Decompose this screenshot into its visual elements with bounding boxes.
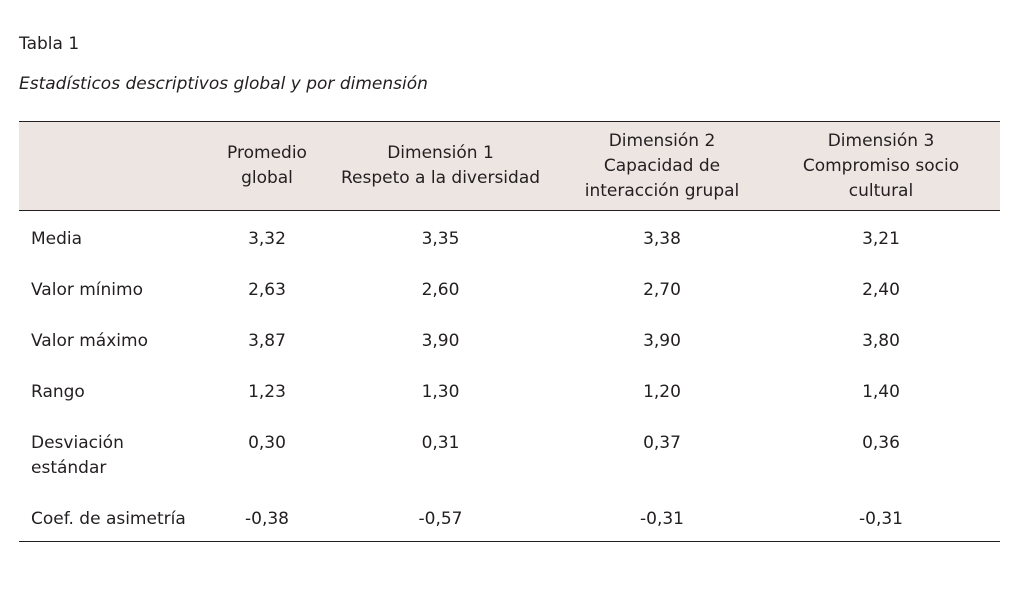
table-cell: 2,70	[643, 280, 681, 300]
table-cell: 2,63	[248, 280, 286, 300]
row-label: Valor máximo	[31, 331, 148, 351]
table-cell: 2,40	[862, 280, 900, 300]
table-cell: -0,31	[762, 491, 1000, 542]
table-cell: 3,87	[248, 331, 286, 351]
descriptive-statistics-table: Promedio global Dimensión 1 Respeto a la…	[19, 121, 1000, 542]
table-label: Tabla 1	[19, 34, 80, 54]
table-row-valor-maximo: Valor máximo 3,87 3,90 3,90 3,80	[19, 313, 1000, 364]
table-cell: 0,37	[643, 433, 681, 453]
table-cell: 3,35	[421, 229, 460, 249]
table-cell: 0,30	[248, 433, 286, 453]
table-cell: 1,20	[643, 382, 681, 402]
table-cell: 3,21	[862, 229, 900, 249]
table-caption: Estadísticos descriptivos global y por d…	[19, 74, 428, 94]
header-cell-dimension-2: Dimensión 2 Capacidad de interacción gru…	[562, 121, 762, 211]
table-cell: 3,90	[643, 331, 681, 351]
row-label: Rango	[31, 382, 85, 402]
header-cell-row-labels	[19, 121, 215, 211]
table-cell: 2,60	[421, 280, 460, 300]
header-cell-promedio-global: Promedio global	[215, 121, 319, 211]
row-label: Media	[31, 229, 83, 249]
table-cell: 0,36	[862, 433, 900, 453]
row-label: Coef. de asimetría	[19, 491, 215, 542]
table-cell: 0,31	[421, 433, 460, 453]
header-row: Promedio global Dimensión 1 Respeto a la…	[19, 121, 1000, 211]
table-row-coef-asimetria: Coef. de asimetría -0,38 -0,57 -0,31 -0,…	[19, 491, 1000, 542]
header-cell-dimension-1: Dimensión 1 Respeto a la diversidad	[319, 121, 562, 211]
table-row-media: Media 3,32 3,35 3,38 3,21	[19, 211, 1000, 263]
table-cell: 3,90	[421, 331, 460, 351]
table-cell: 1,23	[248, 382, 286, 402]
table-cell: -0,57	[319, 491, 562, 542]
table-cell: -0,38	[215, 491, 319, 542]
table-cell: 1,40	[862, 382, 900, 402]
row-label: Valor mínimo	[31, 280, 143, 300]
table-row-rango: Rango 1,23 1,30 1,20 1,40	[19, 364, 1000, 415]
header-cell-dimension-3: Dimensión 3 Compromiso socio cultural	[762, 121, 1000, 211]
table-row-desviacion-estandar: Desviación estándar 0,30 0,31 0,37 0,36	[19, 415, 1000, 491]
table-cell: 3,80	[862, 331, 900, 351]
table-cell: -0,31	[562, 491, 762, 542]
row-label: Desviación estándar	[31, 433, 124, 478]
table-row-valor-minimo: Valor mínimo 2,63 2,60 2,70 2,40	[19, 262, 1000, 313]
table-cell: 1,30	[421, 382, 460, 402]
table-cell: 3,32	[248, 229, 286, 249]
table-cell: 3,38	[643, 229, 681, 249]
